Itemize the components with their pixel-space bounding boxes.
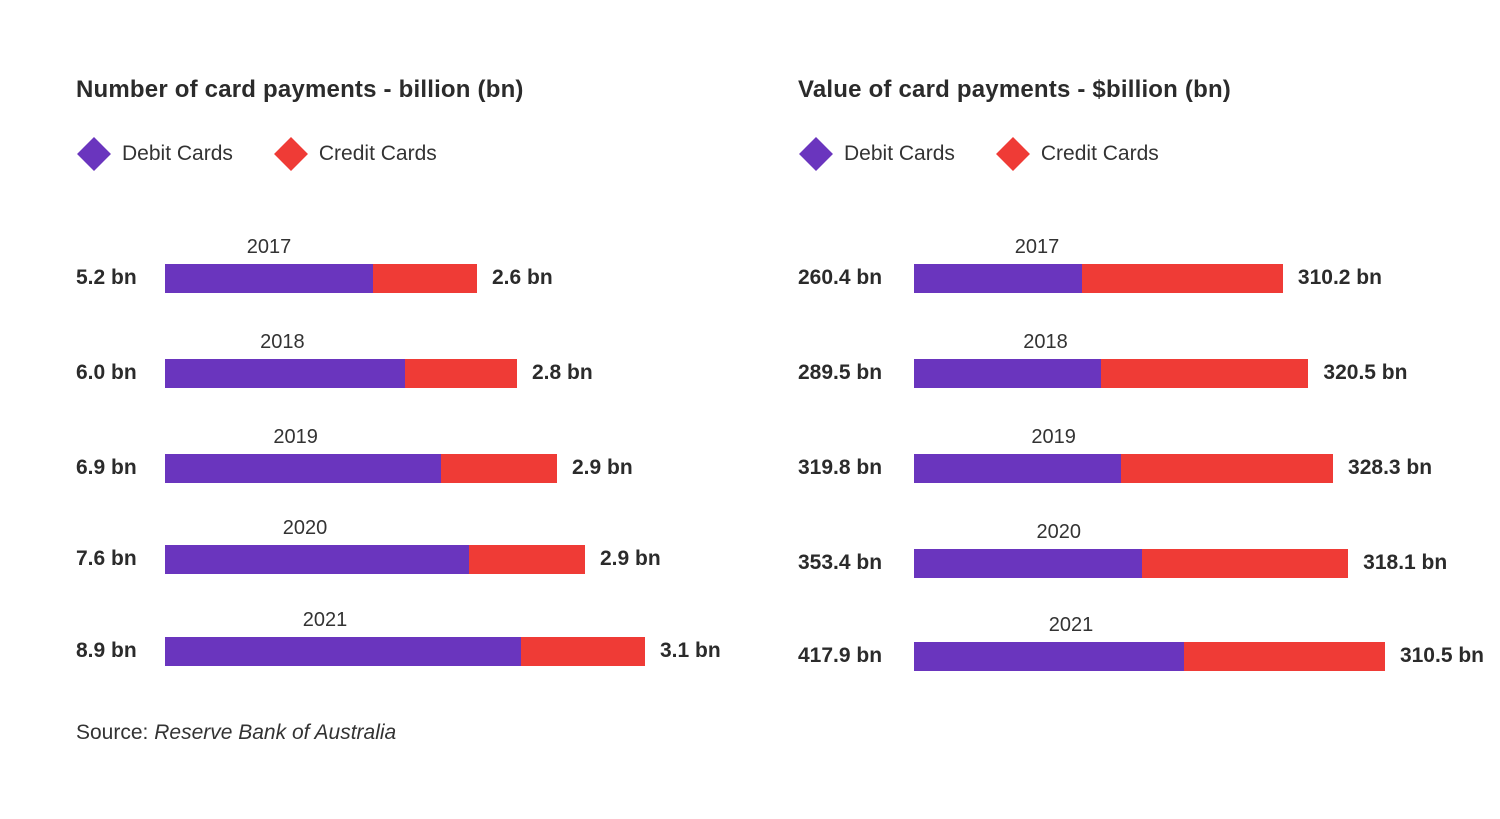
- year-label: 2020: [1036, 521, 1081, 543]
- debit-value-label: 8.9 bn: [76, 639, 137, 662]
- bar-row-2021: 417.9 bn 2021 310.5 bn: [798, 614, 1498, 688]
- credit-bar: [1184, 642, 1385, 671]
- year-label: 2019: [273, 426, 318, 448]
- debit-bar: [165, 454, 441, 483]
- debit-bar: [165, 637, 521, 666]
- chart-title: Value of card payments - $billion (bn): [798, 76, 1232, 103]
- debit-bar: [165, 545, 469, 574]
- year-label: 2021: [302, 609, 348, 631]
- bar-row-2018: 6.0 bn 2018 2.8 bn: [76, 331, 776, 405]
- bar-row-2017: 260.4 bn 2017 310.2 bn: [798, 236, 1498, 310]
- credit-bar: [469, 545, 585, 574]
- bar-row-2020: 353.4 bn 2020 318.1 bn: [798, 521, 1498, 595]
- year-label: 2018: [1023, 331, 1068, 353]
- legend-item-debit: Debit Cards: [76, 137, 233, 171]
- credit-value-label: 310.5 bn: [1399, 644, 1484, 667]
- debit-value-label: 6.0 bn: [76, 361, 137, 384]
- debit-bar: [914, 264, 1083, 293]
- credit-value-label: 328.3 bn: [1348, 456, 1433, 479]
- year-label: 2018: [260, 331, 305, 353]
- diamond-icon: [799, 137, 833, 171]
- legend-label-debit: Debit Cards: [122, 142, 233, 165]
- legend-label-credit: Credit Cards: [318, 142, 437, 165]
- legend-item-debit: Debit Cards: [798, 137, 955, 171]
- credit-bar: [1101, 359, 1309, 388]
- year-label: 2017: [246, 236, 292, 258]
- legend-item-credit: Credit Cards: [995, 137, 1159, 171]
- debit-value-label: 6.9 bn: [76, 456, 137, 479]
- credit-value-label: 3.1 bn: [660, 639, 721, 662]
- bar-row-2017: 5.2 bn 2017 2.6 bn: [76, 236, 776, 310]
- legend-item-credit: Credit Cards: [273, 137, 437, 171]
- chart-number-of-payments: Number of card payments - billion (bn) D…: [76, 0, 776, 700]
- credit-value-label: 2.8 bn: [532, 361, 593, 384]
- credit-value-label: 2.6 bn: [492, 266, 553, 289]
- source-note: Source: Reserve Bank of Australia: [76, 721, 396, 745]
- debit-value-label: 5.2 bn: [76, 266, 137, 289]
- source-name: Reserve Bank of Australia: [154, 721, 397, 744]
- debit-value-label: 7.6 bn: [76, 547, 137, 570]
- credit-bar: [441, 454, 557, 483]
- year-label: 2021: [1048, 614, 1094, 636]
- bar-row-2018: 289.5 bn 2018 320.5 bn: [798, 331, 1498, 405]
- bar-row-2019: 6.9 bn 2019 2.9 bn: [76, 426, 776, 500]
- debit-value-label: 417.9 bn: [798, 644, 883, 667]
- credit-bar: [1120, 454, 1334, 483]
- chart-value-of-payments: Value of card payments - $billion (bn) D…: [798, 0, 1498, 700]
- diamond-icon: [273, 137, 308, 171]
- debit-bar: [914, 359, 1102, 388]
- legend: Debit Cards Credit Cards: [76, 137, 477, 171]
- debit-bar: [914, 549, 1143, 578]
- credit-value-label: 2.9 bn: [572, 456, 633, 479]
- credit-bar: [521, 637, 645, 666]
- year-label: 2020: [282, 517, 328, 539]
- year-label: 2019: [1031, 426, 1076, 448]
- debit-value-label: 353.4 bn: [798, 551, 883, 574]
- debit-value-label: 260.4 bn: [798, 266, 883, 289]
- credit-bar: [373, 264, 477, 293]
- debit-value-label: 319.8 bn: [798, 456, 883, 479]
- diamond-icon: [995, 137, 1030, 171]
- debit-bar: [914, 454, 1121, 483]
- credit-value-label: 318.1 bn: [1363, 551, 1448, 574]
- bar-row-2020: 7.6 bn 2020 2.9 bn: [76, 517, 776, 591]
- credit-value-label: 310.2 bn: [1297, 266, 1382, 289]
- debit-bar: [914, 642, 1185, 671]
- credit-bar: [405, 359, 517, 388]
- year-label: 2017: [1014, 236, 1060, 258]
- diamond-icon: [77, 137, 111, 171]
- legend-label-debit: Debit Cards: [844, 142, 955, 165]
- legend: Debit Cards Credit Cards: [798, 137, 1199, 171]
- bar-row-2021: 8.9 bn 2021 3.1 bn: [76, 609, 776, 683]
- debit-value-label: 289.5 bn: [798, 361, 883, 384]
- debit-bar: [165, 264, 373, 293]
- source-prefix: Source:: [76, 721, 149, 744]
- bar-row-2019: 319.8 bn 2019 328.3 bn: [798, 426, 1498, 500]
- credit-value-label: 320.5 bn: [1323, 361, 1408, 384]
- legend-label-credit: Credit Cards: [1040, 142, 1159, 165]
- debit-bar: [165, 359, 405, 388]
- chart-title: Number of card payments - billion (bn): [76, 76, 524, 103]
- credit-bar: [1082, 264, 1283, 293]
- credit-value-label: 2.9 bn: [600, 547, 661, 570]
- credit-bar: [1142, 549, 1349, 578]
